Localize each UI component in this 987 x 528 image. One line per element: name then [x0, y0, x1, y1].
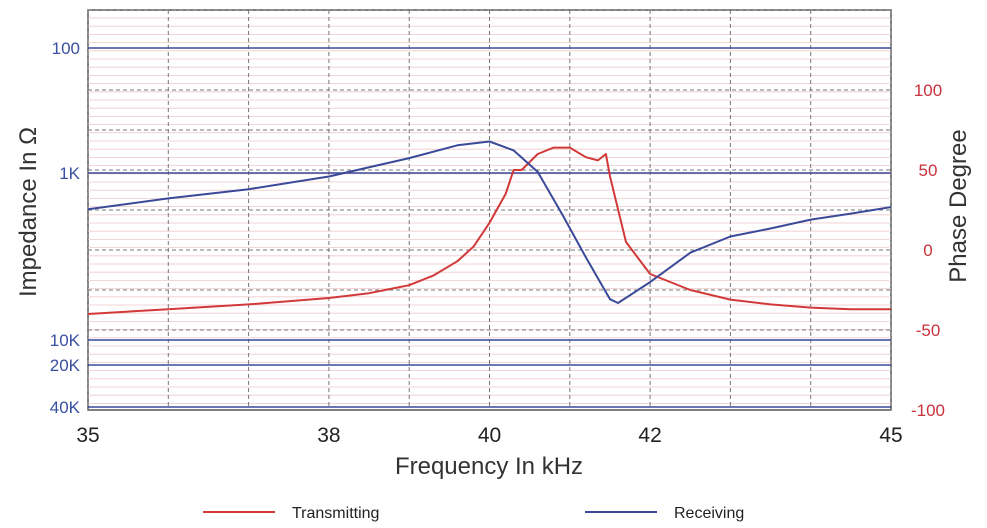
series-line-transmitting — [87, 146, 891, 315]
reference-lines — [88, 47, 891, 408]
right-tick-label: 100 — [914, 81, 942, 100]
x-tick-label: 38 — [317, 424, 340, 447]
right-tick-label: 50 — [919, 161, 938, 180]
left-tick-label: 1K — [59, 164, 80, 183]
x-tick-label: 42 — [638, 424, 661, 447]
x-tick-label: 40 — [478, 424, 501, 447]
grid — [87, 9, 892, 410]
left-tick-label: 40K — [50, 398, 81, 417]
legend-label-receiving: Receiving — [674, 505, 744, 522]
right-tick-label: -50 — [916, 321, 941, 340]
right-axis-ticks: 100 50 0 -50 -100 — [911, 81, 945, 420]
right-axis-title: Phase Degree — [945, 129, 972, 282]
left-tick-label: 100 — [52, 39, 80, 58]
x-tick-label: 35 — [76, 424, 99, 447]
right-tick-label: 0 — [923, 241, 932, 260]
x-axis-title: Frequency In kHz — [395, 453, 583, 480]
left-tick-label: 20K — [50, 356, 81, 375]
series-lines — [87, 140, 892, 315]
legend-label-transmitting: Transmitting — [292, 505, 379, 522]
legend: Transmitting Receiving — [203, 505, 744, 522]
series-line-receiving — [87, 140, 892, 304]
x-axis-ticks: 35 38 40 42 45 — [76, 424, 902, 447]
x-tick-label: 45 — [879, 424, 902, 447]
left-axis-ticks: 100 1K 10K 20K 40K — [50, 39, 81, 417]
left-tick-label: 10K — [50, 331, 81, 350]
left-axis-title: Impedance In Ω — [15, 127, 42, 297]
right-tick-label: -100 — [911, 401, 945, 420]
